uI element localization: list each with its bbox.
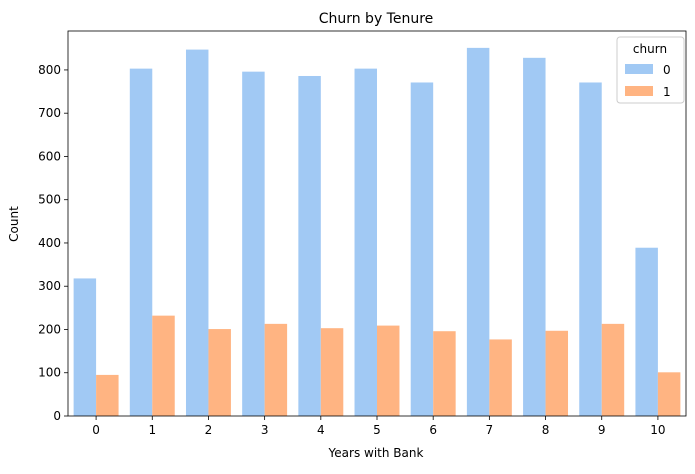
bar-churn-0-tenure-1 (129, 68, 153, 417)
x-tick-label: 9 (598, 423, 606, 437)
bar-churn-0-tenure-3 (242, 71, 265, 417)
bar-churn-1-tenure-9 (601, 323, 625, 416)
y-tick-label: 500 (38, 193, 61, 207)
y-tick-label: 600 (38, 149, 61, 163)
bar-churn-1-tenure-5 (377, 325, 400, 416)
legend: churn 0 1 (616, 36, 685, 104)
bar-churn-0-tenure-7 (466, 47, 490, 416)
y-tick-label: 700 (38, 106, 61, 120)
y-tick-label: 800 (38, 63, 61, 77)
bar-churn-1-tenure-2 (208, 329, 231, 416)
x-tick-label: 10 (650, 423, 665, 437)
x-tick-label: 8 (542, 423, 550, 437)
x-tick-label: 5 (373, 423, 381, 437)
bar-churn-1-tenure-4 (320, 328, 344, 416)
bar-churn-0-tenure-9 (579, 82, 602, 416)
bar-churn-0-tenure-8 (523, 57, 546, 417)
legend-swatch-0 (625, 64, 653, 74)
bar-churn-1-tenure-10 (657, 372, 681, 416)
x-axis-label: Years with Bank (328, 446, 424, 460)
bar-churn-0-tenure-4 (298, 75, 321, 416)
legend-swatch-1 (625, 86, 653, 96)
x-tick-label: 2 (205, 423, 213, 437)
bar-churn-0-tenure-5 (354, 68, 377, 417)
bar-churn-0-tenure-2 (185, 49, 209, 416)
x-tick-label: 7 (486, 423, 494, 437)
y-tick-label: 300 (38, 279, 61, 293)
legend-title: churn (633, 42, 667, 56)
y-tick-label: 200 (38, 322, 61, 336)
y-tick-label: 100 (38, 366, 61, 380)
bar-churn-1-tenure-6 (433, 331, 456, 416)
bar-churn-0-tenure-6 (410, 82, 434, 416)
y-tick-label: 400 (38, 236, 61, 250)
bar-churn-0-tenure-0 (73, 278, 97, 416)
x-tick-label: 3 (261, 423, 269, 437)
x-tick-label: 1 (148, 423, 156, 437)
bar-churn-0-tenure-10 (635, 247, 658, 416)
bar-churn-1-tenure-7 (489, 339, 512, 416)
bar-churn-1-tenure-3 (264, 323, 288, 416)
bar-churn-1-tenure-8 (545, 330, 569, 416)
x-tick-label: 6 (429, 423, 437, 437)
legend-label-1: 1 (663, 85, 671, 99)
bar-churn-1-tenure-1 (152, 315, 175, 416)
legend-label-0: 0 (663, 63, 671, 77)
y-axis-label: Count (7, 206, 21, 242)
bars-layer (73, 47, 681, 417)
y-tick-label: 0 (53, 409, 61, 423)
chart-title: Churn by Tenure (319, 11, 434, 27)
x-tick-label: 4 (317, 423, 325, 437)
x-tick-label: 0 (92, 423, 100, 437)
bar-churn-1-tenure-0 (96, 374, 119, 416)
